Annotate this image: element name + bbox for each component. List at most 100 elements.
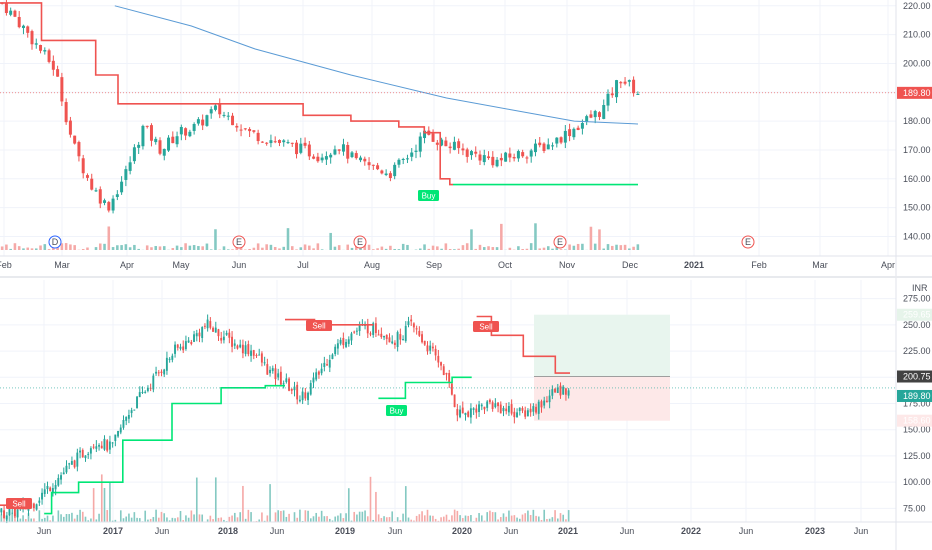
signal-label: Buy <box>390 407 404 416</box>
top-chart-background <box>0 0 896 256</box>
candle-body <box>152 375 155 390</box>
candle-body <box>273 141 277 143</box>
time-tick-label: Feb <box>751 260 767 270</box>
candle-body <box>4 2 8 14</box>
candle-body <box>442 366 445 376</box>
candle-body <box>62 472 65 475</box>
candle-body <box>495 159 499 167</box>
time-tick-label: Apr <box>120 260 134 270</box>
candle-body <box>456 409 459 416</box>
candle-body <box>543 400 546 406</box>
candle-body <box>16 509 19 518</box>
volume-bar <box>407 517 410 522</box>
volume-bar <box>329 232 332 250</box>
volume-bar <box>217 517 220 522</box>
volume-bar <box>8 510 11 522</box>
volume-bar <box>364 510 366 522</box>
volume-bar <box>280 510 282 522</box>
time-tick-label: Jun <box>388 526 403 536</box>
volume-bar <box>84 516 87 522</box>
candle-body <box>179 126 183 135</box>
volume-bar <box>150 247 153 250</box>
candle-body <box>585 116 589 122</box>
volume-bar <box>391 511 394 522</box>
volume-bar <box>71 512 73 522</box>
volume-bar <box>106 510 109 522</box>
bottom-chart-time-axis[interactable]: Jun 2017 Jun 2018 Jun 2019 Jun 2020 Jun 2021 Jun 20… <box>37 526 869 536</box>
volume-bar <box>521 249 524 250</box>
volume-bar <box>100 474 103 522</box>
volume-bar <box>316 243 320 250</box>
candle-body <box>184 128 188 136</box>
volume-bar <box>527 510 529 522</box>
volume-bar <box>79 509 81 522</box>
volume-bar <box>440 248 443 250</box>
volume-bar <box>478 513 480 522</box>
candle-body <box>475 408 478 413</box>
candle-body <box>282 383 285 385</box>
candle-body <box>385 334 388 340</box>
bottom-chart-position-zones[interactable] <box>534 314 670 421</box>
volume-bar <box>508 247 512 250</box>
volume-bar <box>366 516 369 522</box>
volume-bar <box>383 516 385 522</box>
candle-body <box>190 342 193 344</box>
candle-body <box>233 343 236 346</box>
volume-bar <box>266 515 269 522</box>
price-tag-box <box>897 86 932 99</box>
candle-body <box>98 189 102 204</box>
candle-body <box>461 407 464 414</box>
volume-bar <box>180 247 183 250</box>
volume-bar <box>65 514 68 522</box>
top-chart-panel[interactable]: D E E E E Buy 140.00 150.00 160.00 170.00 180.00… <box>0 0 932 276</box>
candle-body <box>77 142 81 157</box>
time-tick-label: Mar <box>54 260 70 270</box>
volume-bar <box>517 246 520 250</box>
candle-body <box>145 125 149 127</box>
top-chart-time-axis[interactable]: Feb Mar Apr May Jun Jul Aug Sep Oct Nov Dec 2021 Feb… <box>0 260 895 270</box>
candle-body <box>415 328 418 330</box>
volume-bar <box>377 514 380 522</box>
candle-body <box>100 445 103 449</box>
candle-body <box>32 503 35 509</box>
candle-body <box>265 142 269 144</box>
volume-bar <box>358 511 361 522</box>
candle-body <box>320 368 323 374</box>
volume-bar <box>38 510 41 522</box>
candle-body <box>9 10 13 15</box>
price-tick-label: 220.00 <box>903 1 931 11</box>
volume-bar <box>489 510 491 522</box>
signal-label: Buy <box>422 192 436 201</box>
volume-bar <box>475 517 478 522</box>
volume-bar <box>201 514 204 522</box>
volume-bar <box>555 245 559 250</box>
volume-bar <box>198 514 201 522</box>
candle-body <box>491 402 494 409</box>
volume-bar <box>193 514 195 522</box>
volume-bar <box>107 226 111 250</box>
top-chart-price-axis[interactable]: 140.00150.00160.00170.00180.00190.00200.… <box>903 1 931 242</box>
candle-body <box>196 119 200 124</box>
candle-body <box>440 139 444 146</box>
candle-body <box>421 334 423 343</box>
price-tick-label: 75.00 <box>903 503 926 513</box>
candle-body <box>504 152 508 162</box>
volume-bar <box>286 228 290 250</box>
volume-bar <box>567 510 570 522</box>
volume-bar <box>11 512 14 522</box>
volume-bar <box>540 520 543 522</box>
candle-body <box>176 344 179 348</box>
volume-bar <box>320 249 324 250</box>
volume-bar <box>81 511 84 522</box>
candle-body <box>529 408 532 413</box>
candle-body <box>107 202 111 211</box>
candle-body <box>426 345 429 352</box>
candle-body <box>103 200 107 203</box>
candle-body <box>201 119 205 126</box>
candle-body <box>453 394 456 408</box>
candle-body <box>162 148 166 156</box>
candle-body <box>334 346 337 355</box>
candle-body <box>532 406 535 412</box>
